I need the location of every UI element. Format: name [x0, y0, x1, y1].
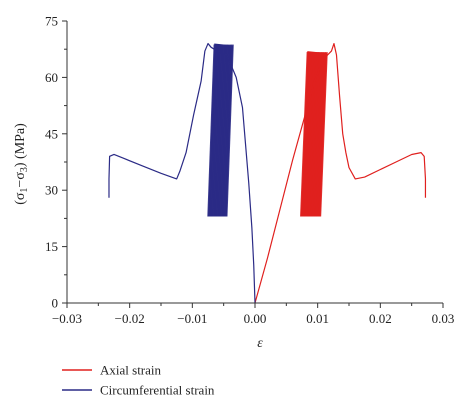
circumferential-loop-line [209, 44, 218, 217]
axial-loop-line [311, 52, 320, 217]
y-tick-label: 60 [45, 70, 58, 85]
axial-loop-line [302, 52, 311, 217]
x-tick-label: 0.00 [244, 311, 267, 326]
x-tick-label: 0.01 [306, 311, 329, 326]
axial-loop-line [314, 52, 323, 217]
circumferential-loop-line [216, 44, 225, 217]
circumferential-loop-line [226, 44, 234, 217]
axial-loop-line [319, 52, 328, 217]
axial-loop-line [315, 52, 324, 217]
x-tick-label: −0.03 [52, 311, 82, 326]
circumferential-loop-line [220, 44, 229, 217]
x-tick-label: 0.02 [369, 311, 392, 326]
axial-loop-line [300, 52, 309, 217]
circumferential-loop-line [224, 44, 233, 217]
y-axis-title: (σ1−σ3) (MPa) [13, 123, 30, 205]
plot-area [108, 42, 427, 304]
y-tick-label: 45 [45, 126, 58, 141]
axial-loop-line [309, 52, 318, 217]
circumferential-loop-line [212, 44, 221, 217]
circumferential-loop-line [215, 44, 224, 217]
axial-loop-line [312, 52, 321, 217]
circumferential-loop-line [223, 44, 232, 217]
legend: Axial strain Circumferential strain [62, 363, 215, 398]
circumferential-loop-line [214, 44, 222, 217]
circumferential-loop-line [211, 44, 219, 217]
x-axis-title: ε [257, 336, 263, 351]
legend-label: Axial strain [100, 363, 162, 378]
axial-loop-line [318, 52, 327, 217]
legend-label: Circumferential strain [100, 383, 215, 398]
axial-cyclic-loops [300, 52, 328, 217]
y-tick-label: 15 [45, 239, 58, 254]
circumferential-loop-line [207, 44, 215, 217]
axial-loop-line [301, 52, 310, 217]
y-tick-label: 30 [45, 183, 58, 198]
x-tick-label: −0.01 [177, 311, 207, 326]
x-tick-label: −0.02 [115, 311, 145, 326]
y-tick-label: 0 [52, 296, 59, 311]
axial-loop-line [307, 52, 316, 217]
circumferential-cyclic-loops [207, 44, 234, 217]
axial-strain-line [254, 42, 427, 304]
axial-loop-line [304, 52, 313, 217]
circumferential-loop-line [222, 44, 230, 217]
x-tick-label: 0.03 [432, 311, 455, 326]
circumferential-strain-line [108, 42, 256, 304]
circumferential-loop-line [208, 44, 217, 217]
axial-loop-line [316, 52, 325, 217]
circumferential-loop-line [218, 44, 226, 217]
circumferential-loop-line [219, 44, 228, 217]
axes: −0.03 −0.02 −0.01 0.00 0.01 0.02 0.03 0 15 30 45 60… [13, 14, 454, 352]
axial-loop-line [305, 52, 314, 217]
y-tick-label: 75 [45, 14, 58, 29]
